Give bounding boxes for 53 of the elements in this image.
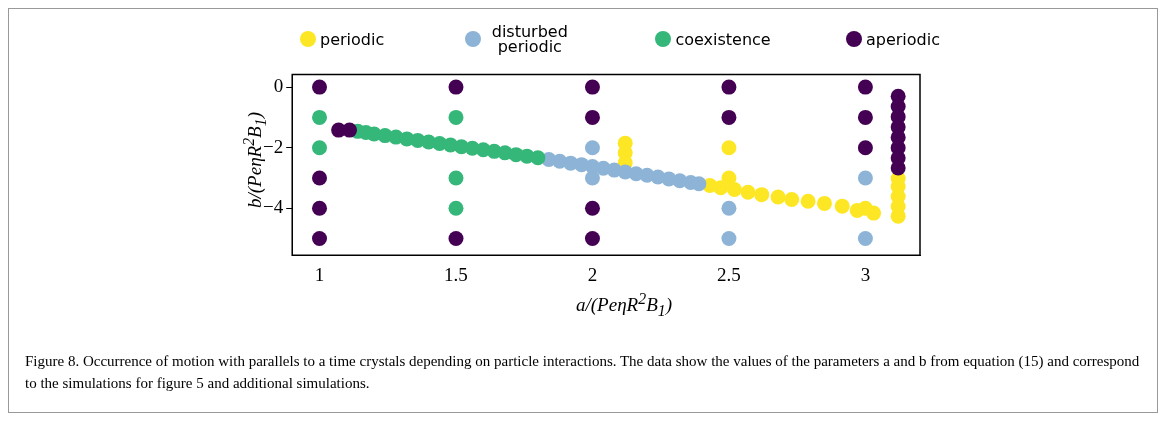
- point: [312, 140, 328, 156]
- point: [448, 200, 464, 216]
- point: [857, 231, 873, 247]
- point: [857, 200, 873, 216]
- point: [834, 198, 850, 214]
- y-tick-label: −2: [263, 135, 284, 157]
- point: [721, 140, 737, 156]
- point: [770, 189, 786, 205]
- point: [721, 109, 737, 125]
- point: [721, 200, 737, 216]
- point: [740, 184, 756, 200]
- point: [784, 191, 800, 207]
- point: [754, 187, 770, 203]
- point: [584, 109, 600, 125]
- x-axis-title: a/(PeηR$^{2}$B$_{1}$): [575, 290, 673, 321]
- point: [857, 79, 873, 95]
- point: [890, 160, 906, 176]
- caption: Figure 8. Occurrence of motion with parallels to a time crystals depending on particle interactions. The data show the values of the parameters a and b from equation (15) and correspond to the simulations for figure 5 and additional simulations.: [25, 352, 1141, 393]
- point: [857, 170, 873, 186]
- point: [584, 231, 600, 247]
- point: [312, 231, 328, 247]
- y-tick-label: 0: [273, 75, 284, 97]
- point: [721, 79, 737, 95]
- point: [448, 170, 464, 186]
- legend-label: coexistence: [675, 29, 771, 49]
- point: [312, 170, 328, 186]
- point: [726, 181, 742, 197]
- point: [816, 195, 832, 211]
- point: [713, 180, 729, 196]
- x-tick-label: 3: [860, 263, 871, 285]
- point: [721, 231, 737, 247]
- x-tick-label: 2.5: [717, 263, 741, 285]
- point: [312, 200, 328, 216]
- point: [857, 140, 873, 156]
- point: [448, 231, 464, 247]
- y-tick-label: −4: [263, 196, 284, 218]
- point: [800, 193, 816, 209]
- legend-label: periodic: [320, 29, 385, 49]
- point: [857, 109, 873, 125]
- point: [584, 140, 600, 156]
- point: [584, 79, 600, 95]
- x-tick-label: 2: [587, 263, 598, 285]
- point: [448, 109, 464, 125]
- point: [530, 150, 546, 166]
- legend-label: disturbed periodic: [490, 22, 569, 56]
- point: [312, 79, 328, 95]
- point: [448, 79, 464, 95]
- x-tick-label: 1: [314, 263, 325, 285]
- point: [584, 200, 600, 216]
- x-tick-label: 1.5: [444, 263, 468, 285]
- point: [312, 109, 328, 125]
- legend-label: aperiodic: [865, 29, 940, 49]
- point: [342, 122, 358, 138]
